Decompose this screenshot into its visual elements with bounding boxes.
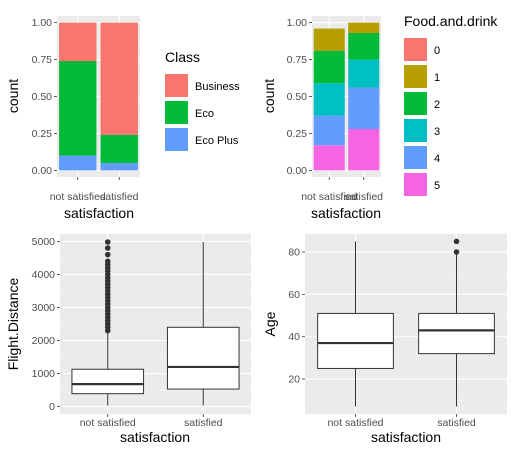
bar-segment (348, 32, 380, 60)
legend-label: 1 (434, 72, 440, 84)
y-tick-label: 60 (288, 289, 300, 301)
box (71, 368, 145, 395)
y-axis-title: count (5, 79, 21, 113)
x-tick-label: satisfied (437, 417, 476, 429)
bar-segment (313, 50, 345, 84)
legend-label: 4 (434, 153, 440, 165)
bar-segment (348, 87, 380, 129)
y-tick-label: 1.00 (287, 17, 308, 29)
legend-title: Food.and.drink (404, 13, 498, 29)
x-tick-label: not satisfied (80, 417, 136, 429)
outlier-point (104, 239, 111, 245)
box (166, 326, 240, 390)
x-tick-label: satisfied (344, 191, 383, 203)
outlier-point (104, 251, 111, 258)
bar-segment (313, 28, 345, 51)
x-axis-title: satisfaction (64, 205, 134, 221)
y-tick-label: 0.75 (32, 54, 53, 66)
legend-label: 0 (434, 45, 440, 57)
bar-segment (348, 22, 380, 33)
y-tick-label: 1000 (32, 368, 56, 380)
y-axis-title: Age (262, 311, 278, 336)
y-tick-label: 40 (288, 331, 300, 343)
y-tick-label: 80 (288, 247, 300, 259)
y-axis-title: Flight.Distance (5, 277, 21, 370)
bar-segment (100, 134, 138, 163)
y-tick-label: 0.00 (32, 165, 53, 177)
x-tick-label: not satisfied (50, 191, 106, 203)
y-tick-label: 5000 (32, 236, 56, 248)
chart-class: 0.00 0.25 0.50 0.75 1.00 not satisfiedsatisfi… (5, 16, 240, 221)
outlier-point (453, 249, 460, 255)
bar-segment (59, 22, 97, 62)
legend-label: Eco (195, 108, 214, 120)
outlier-point (104, 258, 111, 265)
chart-food: 0.00 0.25 0.50 0.75 1.00 not satisfiedsatisfi… (261, 13, 498, 221)
legend-key (165, 128, 188, 151)
legend-key (165, 74, 188, 97)
y-tick-label: 0.25 (287, 128, 308, 140)
x-tick-label: not satisfied (301, 191, 357, 203)
bar-segment (59, 155, 97, 171)
legend-key (404, 65, 427, 88)
bar-segment (313, 115, 345, 146)
outlier-point (453, 238, 460, 245)
y-tick-label: 2000 (32, 335, 56, 347)
legend-label: Eco Plus (195, 135, 239, 147)
y-tick-label: 0.75 (287, 54, 308, 66)
bar-segment (100, 162, 138, 171)
outlier-point (104, 245, 111, 251)
legend-key (404, 92, 427, 115)
box (317, 312, 394, 369)
chart-age: 20 40 60 80 not satisfied satisfiedsatisfacti… (262, 234, 507, 445)
y-tick-label: 20 (288, 374, 300, 386)
box (418, 312, 495, 355)
bar-segment (313, 145, 345, 171)
legend-key (404, 38, 427, 61)
y-tick-label: 0 (49, 401, 55, 413)
bar-segment (59, 61, 97, 156)
y-tick-label: 0.00 (287, 165, 308, 177)
y-tick-label: 0.50 (32, 91, 53, 103)
y-tick-label: 0.25 (32, 128, 53, 140)
y-tick-label: 3000 (32, 302, 56, 314)
legend: Food.and.drink 0 1 2 3 4 5 (404, 13, 498, 196)
bar-segment (313, 83, 345, 116)
legend-title: Class (165, 49, 200, 65)
x-tick-label: satisfied (184, 417, 223, 429)
legend: Class Business Eco Eco Plus (165, 49, 240, 151)
legend-key (404, 146, 427, 169)
bar-segment (100, 22, 138, 135)
bar-segment (348, 59, 380, 88)
x-axis-title: satisfaction (311, 205, 381, 221)
x-tick-label: not satisfied (327, 417, 383, 429)
legend-key (165, 101, 188, 124)
y-axis-title: count (261, 79, 277, 113)
y-tick-label: 4000 (32, 269, 56, 281)
y-tick-label: 0.50 (287, 91, 308, 103)
x-axis-title: satisfaction (371, 429, 441, 445)
legend-key (404, 119, 427, 142)
legend-label: 5 (434, 180, 440, 192)
bar-segment (348, 128, 380, 171)
legend-key (404, 173, 427, 196)
x-tick-label: satisfied (100, 191, 139, 203)
legend-label: Business (195, 81, 240, 93)
y-tick-label: 1.00 (32, 17, 53, 29)
legend-label: 3 (434, 126, 440, 138)
legend-label: 2 (434, 99, 440, 111)
x-axis-title: satisfaction (120, 429, 190, 445)
